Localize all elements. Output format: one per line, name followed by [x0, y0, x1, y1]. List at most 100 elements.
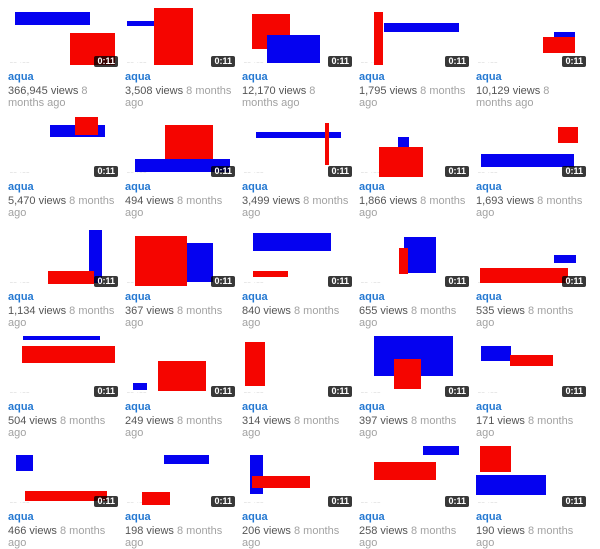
video-card[interactable]: –– ·–– 0:11 aqua 190 views 8 months ago [476, 445, 586, 549]
video-card[interactable]: –– ·–– 0:11 aqua 12,170 views 8 months a… [242, 5, 352, 109]
video-title-link[interactable]: aqua [476, 511, 502, 523]
video-card[interactable]: –– ·–– 0:11 aqua 3,508 views 8 months ag… [125, 5, 235, 109]
video-age: 8 months ago [359, 85, 466, 109]
video-thumbnail[interactable]: –– ·–– 0:11 [8, 335, 118, 397]
video-thumbnail[interactable]: –– ·–– 0:11 [359, 5, 469, 67]
video-card[interactable]: –– ·–– 0:11 aqua 840 views 8 months ago [242, 225, 352, 329]
video-thumbnail[interactable]: –– ·–– 0:11 [476, 335, 586, 397]
video-age: 8 months ago [125, 305, 223, 329]
video-title-link[interactable]: aqua [8, 401, 34, 413]
video-card[interactable]: –– ·–– 0:11 aqua 535 views 8 months ago [476, 225, 586, 329]
video-thumbnail[interactable]: –– ·–– 0:11 [242, 335, 352, 397]
video-thumbnail[interactable]: –– ·–– 0:11 [125, 445, 235, 507]
video-thumbnail[interactable]: –– ·–– 0:11 [125, 225, 235, 287]
video-card[interactable]: –– ·–– 0:11 aqua 367 views 8 months ago [125, 225, 235, 329]
video-title-link[interactable]: aqua [476, 71, 502, 83]
video-title-link[interactable]: aqua [8, 511, 34, 523]
video-thumbnail[interactable]: –– ·–– 0:11 [476, 225, 586, 287]
video-title-link[interactable]: aqua [8, 181, 34, 193]
video-age: 8 months ago [8, 85, 88, 109]
video-title-link[interactable]: aqua [242, 401, 268, 413]
thumbnail-rect-blue [384, 23, 459, 32]
video-title-link[interactable]: aqua [125, 511, 151, 523]
thumbnail-rect-red [48, 271, 94, 284]
video-card[interactable]: –– ·–– 0:11 aqua 1,693 views 8 months ag… [476, 115, 586, 219]
video-title-link[interactable]: aqua [476, 291, 502, 303]
video-card[interactable]: –– ·–– 0:11 aqua 466 views 8 months ago [8, 445, 118, 549]
video-card[interactable]: –– ·–– 0:11 aqua 1,795 views 8 months ag… [359, 5, 469, 109]
video-thumbnail[interactable]: –– ·–– 0:11 [8, 5, 118, 67]
duration-badge: 0:11 [328, 276, 352, 287]
video-card[interactable]: –– ·–– 0:11 aqua 397 views 8 months ago [359, 335, 469, 439]
thumbnail-rect-red [374, 462, 436, 480]
video-thumbnail[interactable]: –– ·–– 0:11 [359, 335, 469, 397]
video-title-link[interactable]: aqua [125, 291, 151, 303]
video-title-link[interactable]: aqua [125, 71, 151, 83]
video-thumbnail[interactable]: –– ·–– 0:11 [359, 225, 469, 287]
video-title-link[interactable]: aqua [359, 291, 385, 303]
thumbnail-rect-blue [481, 154, 574, 167]
video-views: 5,470 views [8, 195, 70, 207]
video-thumbnail[interactable]: –– ·–– 0:11 [242, 225, 352, 287]
video-card[interactable]: –– ·–– 0:11 aqua 1,866 views 8 months ag… [359, 115, 469, 219]
video-card[interactable]: –– ·–– 0:11 aqua 10,129 views 8 months a… [476, 5, 586, 109]
video-title-link[interactable]: aqua [125, 401, 151, 413]
video-card[interactable]: –– ·–– 0:11 aqua 366,945 views 8 months … [8, 5, 118, 109]
video-card[interactable]: –– ·–– 0:11 aqua 198 views 8 months ago [125, 445, 235, 549]
video-card[interactable]: –– ·–– 0:11 aqua 249 views 8 months ago [125, 335, 235, 439]
video-title-link[interactable]: aqua [476, 181, 502, 193]
video-title-link[interactable]: aqua [242, 511, 268, 523]
video-thumbnail[interactable]: –– ·–– 0:11 [125, 5, 235, 67]
thumbnail-watermark-icon: –– ·–– [361, 390, 382, 396]
video-title-link[interactable]: aqua [476, 401, 502, 413]
video-card[interactable]: –– ·–– 0:11 aqua 1,134 views 8 months ag… [8, 225, 118, 329]
video-card[interactable]: –– ·–– 0:11 aqua 5,470 views 8 months ag… [8, 115, 118, 219]
video-title-link[interactable]: aqua [359, 511, 385, 523]
video-title-link[interactable]: aqua [8, 71, 34, 83]
video-card[interactable]: –– ·–– 0:11 aqua 171 views 8 months ago [476, 335, 586, 439]
video-thumbnail[interactable]: –– ·–– 0:11 [242, 115, 352, 177]
video-title-link[interactable]: aqua [242, 291, 268, 303]
video-views: 190 views [476, 525, 528, 537]
thumbnail-rect-blue [133, 383, 147, 390]
video-thumbnail[interactable]: –– ·–– 0:11 [242, 445, 352, 507]
video-card[interactable]: –– ·–– 0:11 aqua 655 views 8 months ago [359, 225, 469, 329]
video-age: 8 months ago [8, 415, 106, 439]
video-views: 367 views [125, 305, 177, 317]
video-thumbnail[interactable]: –– ·–– 0:11 [8, 445, 118, 507]
video-card[interactable]: –– ·–– 0:11 aqua 314 views 8 months ago [242, 335, 352, 439]
video-thumbnail[interactable]: –– ·–– 0:11 [8, 115, 118, 177]
video-thumbnail[interactable]: –– ·–– 0:11 [242, 5, 352, 67]
video-card[interactable]: –– ·–– 0:11 aqua 3,499 views 8 months ag… [242, 115, 352, 219]
video-thumbnail[interactable]: –– ·–– 0:11 [476, 445, 586, 507]
thumbnail-rect-blue [250, 455, 263, 494]
video-title-link[interactable]: aqua [359, 71, 385, 83]
video-thumbnail[interactable]: –– ·–– 0:11 [359, 115, 469, 177]
video-card[interactable]: –– ·–– 0:11 aqua 206 views 8 months ago [242, 445, 352, 549]
video-age: 8 months ago [476, 415, 574, 439]
video-card[interactable]: –– ·–– 0:11 aqua 504 views 8 months ago [8, 335, 118, 439]
video-thumbnail[interactable]: –– ·–– 0:11 [476, 5, 586, 67]
video-thumbnail[interactable]: –– ·–– 0:11 [476, 115, 586, 177]
video-meta: 258 views 8 months ago [359, 525, 466, 549]
video-title-link[interactable]: aqua [242, 181, 268, 193]
video-views: 206 views [242, 525, 294, 537]
video-title-link[interactable]: aqua [359, 401, 385, 413]
thumbnail-rect-blue [256, 132, 341, 138]
video-card[interactable]: –– ·–– 0:11 aqua 494 views 8 months ago [125, 115, 235, 219]
video-views: 10,129 views [476, 85, 544, 97]
video-thumbnail[interactable]: –– ·–– 0:11 [359, 445, 469, 507]
thumbnail-rect-blue [554, 32, 575, 40]
video-thumbnail[interactable]: –– ·–– 0:11 [125, 335, 235, 397]
video-thumbnail[interactable]: –– ·–– 0:11 [125, 115, 235, 177]
video-title-link[interactable]: aqua [242, 71, 268, 83]
video-meta: 366,945 views 8 months ago [8, 85, 115, 109]
video-meta: 3,499 views 8 months ago [242, 195, 349, 219]
video-title-link[interactable]: aqua [8, 291, 34, 303]
video-thumbnail[interactable]: –– ·–– 0:11 [8, 225, 118, 287]
video-title-link[interactable]: aqua [125, 181, 151, 193]
video-card[interactable]: –– ·–– 0:11 aqua 258 views 8 months ago [359, 445, 469, 549]
thumbnail-watermark-icon: –– ·–– [10, 170, 31, 176]
video-title-link[interactable]: aqua [359, 181, 385, 193]
